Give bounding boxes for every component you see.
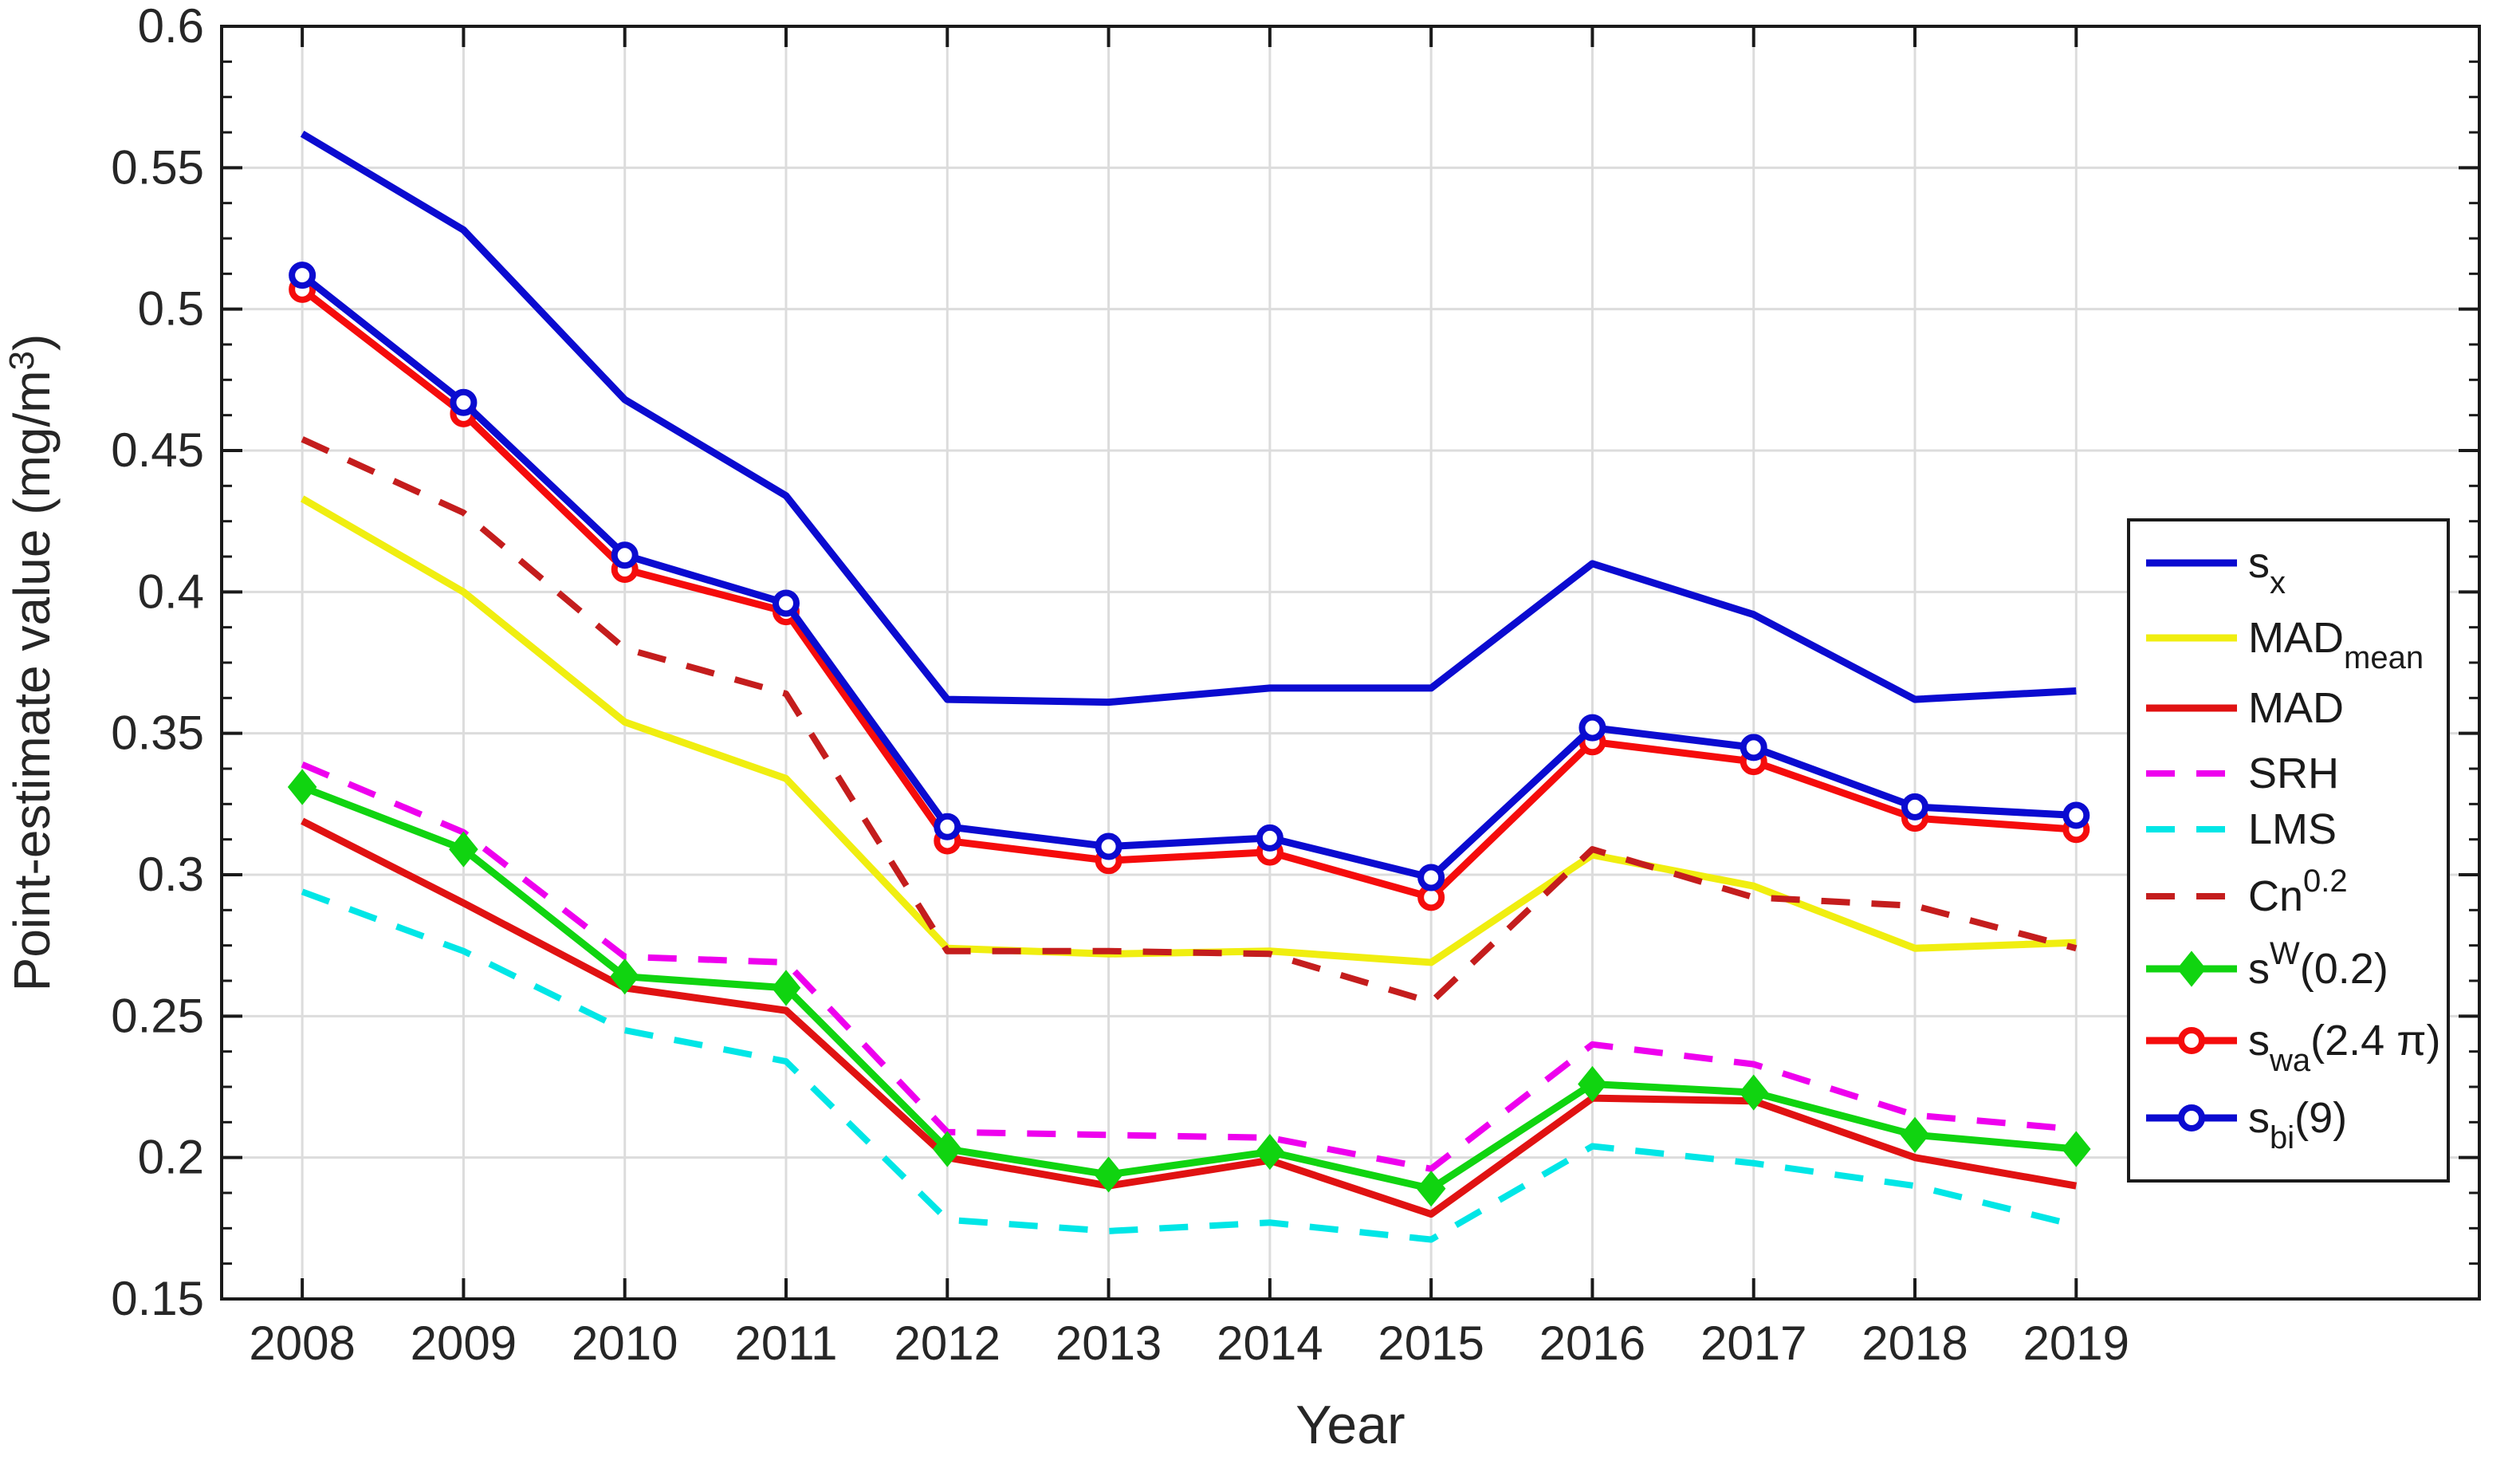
legend: sx​ MADmean​ MAD SRH LMS Cn0.2​ sW​(0.2) swa​(2… [2127,518,2450,1183]
axes-box [220,25,2481,1301]
marker-diamond [1739,1074,1768,1111]
marker-diamond [1255,1133,1285,1171]
series-line [300,130,2077,706]
legend-label: sbi​(9) [2248,1094,2347,1155]
marker-circle [773,589,800,617]
marker-circle [1740,734,1767,762]
x-tick-label: 2011 [734,1316,837,1370]
marker-circle [289,262,316,289]
series-LMS [301,888,2078,1243]
legend-entry-s_wa_2.4pi: swa​(2.4 π) [2146,1017,2440,1078]
legend-entry-s_bi_9: sbi​(9) [2146,1094,2347,1155]
marker-circle [1417,864,1445,891]
series-MAD [301,817,2078,1218]
data-series [287,130,2091,1243]
legend-entry-MAD_mean: MADmean​ [2146,614,2424,675]
y-tick-label: 0.2 [138,1131,204,1184]
series-line [300,272,2077,882]
y-tick-label: 0.55 [111,140,204,194]
series-line [301,888,2078,1243]
marker-circle [2062,801,2090,829]
y-axis-label: Point-estimate value (mg/m3​) [2,334,61,992]
legend-entry-MAD: MAD [2146,684,2344,732]
x-tick-label: 2008 [249,1316,355,1370]
marker-diamond [771,970,801,1006]
marker-circle [2178,1104,2205,1132]
legend-label: MADmean​ [2248,614,2424,675]
marker-diamond [2062,1131,2091,1167]
y-tick-label: 0.5 [138,282,204,336]
y-axis-label-text: Point-estimate value (mg/m3​) [2,334,61,992]
y-tick-label: 0.6 [138,0,204,53]
legend-entry-SRH: SRH [2146,750,2339,797]
legend-box [2127,518,2450,1183]
y-tick-label: 0.35 [111,706,204,760]
legend-label: LMS [2248,805,2337,853]
legend-label: SRH [2248,750,2339,797]
marker-circle [1095,832,1122,860]
legend-label: MAD [2248,684,2344,732]
series-line [301,761,2077,1172]
x-tick-label: 2015 [1378,1316,1484,1370]
series-line [301,783,2077,1193]
marker-circle [450,388,478,416]
marker-circle [1578,714,1606,742]
x-tick-label: 2010 [572,1316,678,1370]
legend-entry-s_x: sx​ [2146,539,2286,600]
y-tick-label: 0.25 [111,989,204,1042]
x-tick-label: 2018 [1861,1316,1968,1370]
series-line [301,817,2078,1218]
x-tick-label: 2013 [1056,1316,1162,1370]
series-SRH [301,761,2077,1172]
x-tick-label: 2016 [1539,1316,1645,1370]
legend-entry-Cn_0.2: Cn0.2​ [2146,864,2348,920]
series-Cn_0.2 [301,436,2078,1006]
marker-diamond [2176,950,2207,987]
series-line [301,436,2078,1006]
x-tick-label: 2012 [894,1316,1001,1370]
series-s_bi_9 [289,262,2090,891]
x-tick-label: 2019 [2023,1316,2129,1370]
legend-label: Cn0.2​ [2248,864,2348,920]
marker-diamond [610,958,640,995]
legend-label: swa​(2.4 π) [2248,1017,2440,1078]
marker-diamond [1578,1065,1607,1103]
marker-diamond [1900,1116,1930,1153]
marker-circle [2178,1027,2205,1054]
y-tick-label: 0.4 [138,565,204,618]
marker-circle [1256,824,1284,852]
marker-diamond [1094,1156,1123,1193]
legend-label: sx​ [2248,539,2286,600]
x-tick-label: 2009 [411,1316,517,1370]
y-tick-label: 0.3 [138,848,204,901]
series-s_x [300,130,2077,706]
series-s_W_0.2 [287,769,2091,1207]
x-tick-label: 2017 [1700,1316,1806,1370]
tick-labels: 0.15 0.2 0.25 0.3 0.35 0.4 0.45 0.5 0.55 0.6 2008 2… [111,0,2129,1370]
y-tick-label: 0.45 [111,423,204,477]
legend-entry-s_W_0.2: sW​(0.2) [2146,936,2388,993]
marker-diamond [287,769,317,805]
x-axis-label: Year [1295,1395,1405,1455]
marker-diamond [1416,1171,1446,1207]
x-tick-label: 2014 [1217,1316,1323,1370]
marker-circle [611,541,639,569]
marker-diamond [933,1131,962,1167]
legend-entry-LMS: LMS [2146,805,2337,853]
marker-circle [1901,793,1928,821]
y-tick-label: 0.15 [111,1272,204,1325]
marker-circle [934,813,961,840]
legend-label: sW​(0.2) [2248,936,2388,993]
series-line [300,286,2077,901]
marker-diamond [449,831,478,868]
